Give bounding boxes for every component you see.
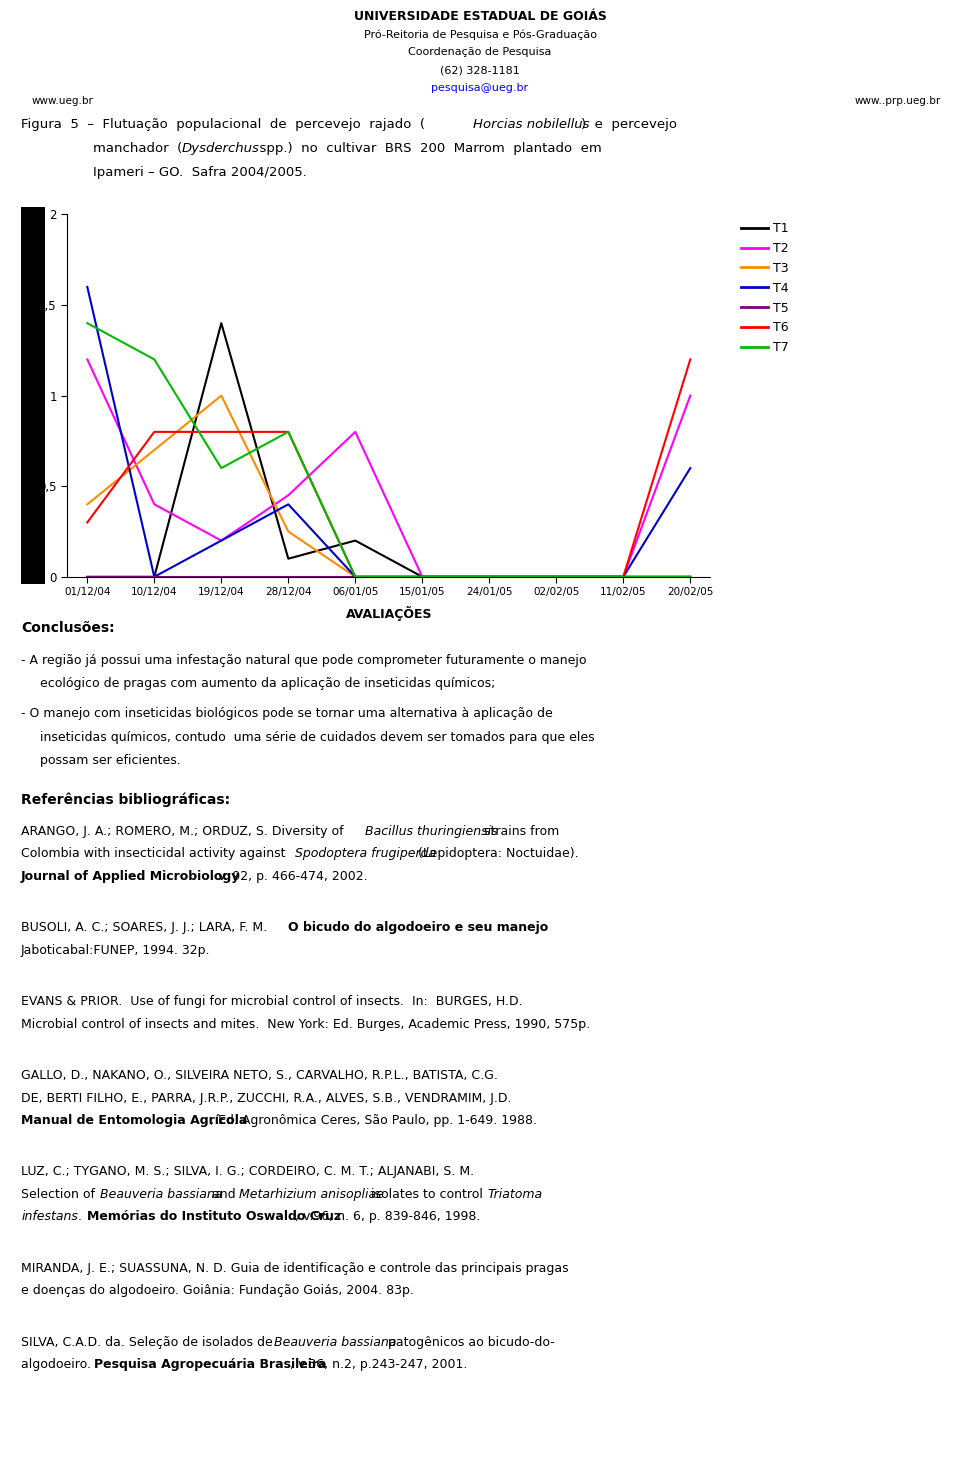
Text: infestans: infestans: [21, 1210, 78, 1223]
Text: Selection of: Selection of: [21, 1188, 99, 1201]
Text: - A região já possui uma infestação natural que pode comprometer futuramente o m: - A região já possui uma infestação natu…: [21, 654, 587, 667]
Text: )  e  percevejo: ) e percevejo: [581, 118, 677, 132]
Text: Ipameri – GO.  Safra 2004/2005.: Ipameri – GO. Safra 2004/2005.: [93, 166, 307, 179]
Text: isolates to control: isolates to control: [367, 1188, 487, 1201]
Text: , v.36, n.2, p.243-247, 2001.: , v.36, n.2, p.243-247, 2001.: [290, 1358, 468, 1371]
Text: Metarhizium anisopliae: Metarhizium anisopliae: [239, 1188, 384, 1201]
Text: UNIVERSIDADE ESTADUAL DE GOIÁS: UNIVERSIDADE ESTADUAL DE GOIÁS: [353, 10, 607, 24]
Text: Colombia with insecticidal activity against: Colombia with insecticidal activity agai…: [21, 847, 290, 861]
Text: LUZ, C.; TYGANO, M. S.; SILVA, I. G.; CORDEIRO, C. M. T.; ALJANABI, S. M.: LUZ, C.; TYGANO, M. S.; SILVA, I. G.; CO…: [21, 1165, 474, 1179]
Text: . v. 92, p. 466-474, 2002.: . v. 92, p. 466-474, 2002.: [210, 870, 368, 883]
Text: www..prp.ueg.br: www..prp.ueg.br: [854, 96, 941, 106]
Text: www.ueg.br: www.ueg.br: [32, 96, 93, 106]
Text: .: .: [507, 921, 511, 935]
Text: Manual de Entomologia Agrícola: Manual de Entomologia Agrícola: [21, 1114, 248, 1127]
Text: Bacillus thuringiensis: Bacillus thuringiensis: [365, 825, 497, 839]
Text: Pesquisa Agropecuária Brasileira: Pesquisa Agropecuária Brasileira: [94, 1358, 326, 1371]
Text: , v.96, n. 6, p. 839-846, 1998.: , v.96, n. 6, p. 839-846, 1998.: [295, 1210, 480, 1223]
Text: .: .: [78, 1210, 85, 1223]
Text: Dysderchus: Dysderchus: [181, 142, 259, 155]
Text: e doenças do algodoeiro. Goiânia: Fundação Goiás, 2004. 83p.: e doenças do algodoeiro. Goiânia: Fundaç…: [21, 1284, 414, 1297]
Text: inseticidas químicos, contudo  uma série de cuidados devem ser tomados para que : inseticidas químicos, contudo uma série …: [40, 731, 595, 744]
Text: manchador  (: manchador (: [93, 142, 182, 155]
Text: algodoeiro.: algodoeiro.: [21, 1358, 95, 1371]
Text: Coordenação de Pesquisa: Coordenação de Pesquisa: [408, 47, 552, 58]
Text: Referências bibliográficas:: Referências bibliográficas:: [21, 793, 230, 808]
Text: EVANS & PRIOR.  Use of fungi for microbial control of insects.  In:  BURGES, H.D: EVANS & PRIOR. Use of fungi for microbia…: [21, 995, 523, 1009]
X-axis label: AVALIAÇÕES: AVALIAÇÕES: [346, 605, 432, 621]
Text: MIRANDA, J. E.; SUASSUNA, N. D. Guia de identificação e controle das principais : MIRANDA, J. E.; SUASSUNA, N. D. Guia de …: [21, 1262, 568, 1275]
Text: strains from: strains from: [480, 825, 560, 839]
Text: Microbial control of insects and mites.  New York: Ed. Burges, Academic Press, 1: Microbial control of insects and mites. …: [21, 1018, 590, 1031]
Text: patogênicos ao bicudo-do-: patogênicos ao bicudo-do-: [384, 1336, 555, 1349]
Text: DE, BERTI FILHO, E., PARRA, J.R.P., ZUCCHI, R.A., ALVES, S.B., VENDRAMIM, J.D.: DE, BERTI FILHO, E., PARRA, J.R.P., ZUCC…: [21, 1092, 512, 1105]
Text: ARANGO, J. A.; ROMERO, M.; ORDUZ, S. Diversity of: ARANGO, J. A.; ROMERO, M.; ORDUZ, S. Div…: [21, 825, 348, 839]
Text: O bicudo do algodoeiro e seu manejo: O bicudo do algodoeiro e seu manejo: [288, 921, 548, 935]
Text: (62) 328-1181: (62) 328-1181: [440, 65, 520, 75]
Text: ecológico de pragas com aumento da aplicação de inseticidas químicos;: ecológico de pragas com aumento da aplic…: [40, 677, 495, 691]
Text: Beauveria bassiana: Beauveria bassiana: [274, 1336, 396, 1349]
Text: Horcias nobilellus: Horcias nobilellus: [473, 118, 589, 132]
Text: pesquisa@ueg.br: pesquisa@ueg.br: [431, 83, 529, 93]
Text: Figura  5  –  Flutuação  populacional  de  percevejo  rajado  (: Figura 5 – Flutuação populacional de per…: [21, 118, 425, 132]
Text: - O manejo com inseticidas biológicos pode se tornar uma alternativa à aplicação: - O manejo com inseticidas biológicos po…: [21, 707, 553, 720]
Text: Conclusões:: Conclusões:: [21, 621, 115, 634]
Legend: T1, T2, T3, T4, T5, T6, T7: T1, T2, T3, T4, T5, T6, T7: [736, 217, 794, 359]
Text: (Lepidoptera: Noctuidae).: (Lepidoptera: Noctuidae).: [414, 847, 578, 861]
Text: possam ser eficientes.: possam ser eficientes.: [40, 754, 181, 768]
Text: SILVA, C.A.D. da. Seleção de isolados de: SILVA, C.A.D. da. Seleção de isolados de: [21, 1336, 276, 1349]
Text: Memórias do Instituto Oswaldo Cruz: Memórias do Instituto Oswaldo Cruz: [87, 1210, 342, 1223]
Text: BUSOLI, A. C.; SOARES, J. J.; LARA, F. M.: BUSOLI, A. C.; SOARES, J. J.; LARA, F. M…: [21, 921, 276, 935]
Text: and: and: [208, 1188, 240, 1201]
Text: Journal of Applied Microbiology: Journal of Applied Microbiology: [21, 870, 241, 883]
Text: Beauveria bassiana: Beauveria bassiana: [100, 1188, 222, 1201]
Text: Spodoptera frugiperda: Spodoptera frugiperda: [295, 847, 436, 861]
Text: spp.)  no  cultivar  BRS  200  Marrom  plantado  em: spp.) no cultivar BRS 200 Marrom plantad…: [251, 142, 601, 155]
Text: Pró-Reitoria de Pesquisa e Pós-Graduação: Pró-Reitoria de Pesquisa e Pós-Graduação: [364, 30, 596, 40]
Text: Triatoma: Triatoma: [488, 1188, 542, 1201]
Text: Jaboticabal:FUNEP, 1994. 32p.: Jaboticabal:FUNEP, 1994. 32p.: [21, 944, 210, 957]
Text: GALLO, D., NAKANO, O., SILVEIRA NETO, S., CARVALHO, R.P.L., BATISTA, C.G.: GALLO, D., NAKANO, O., SILVEIRA NETO, S.…: [21, 1069, 498, 1083]
Text: , Ed. Agronômica Ceres, São Paulo, pp. 1-649. 1988.: , Ed. Agronômica Ceres, São Paulo, pp. 1…: [210, 1114, 538, 1127]
